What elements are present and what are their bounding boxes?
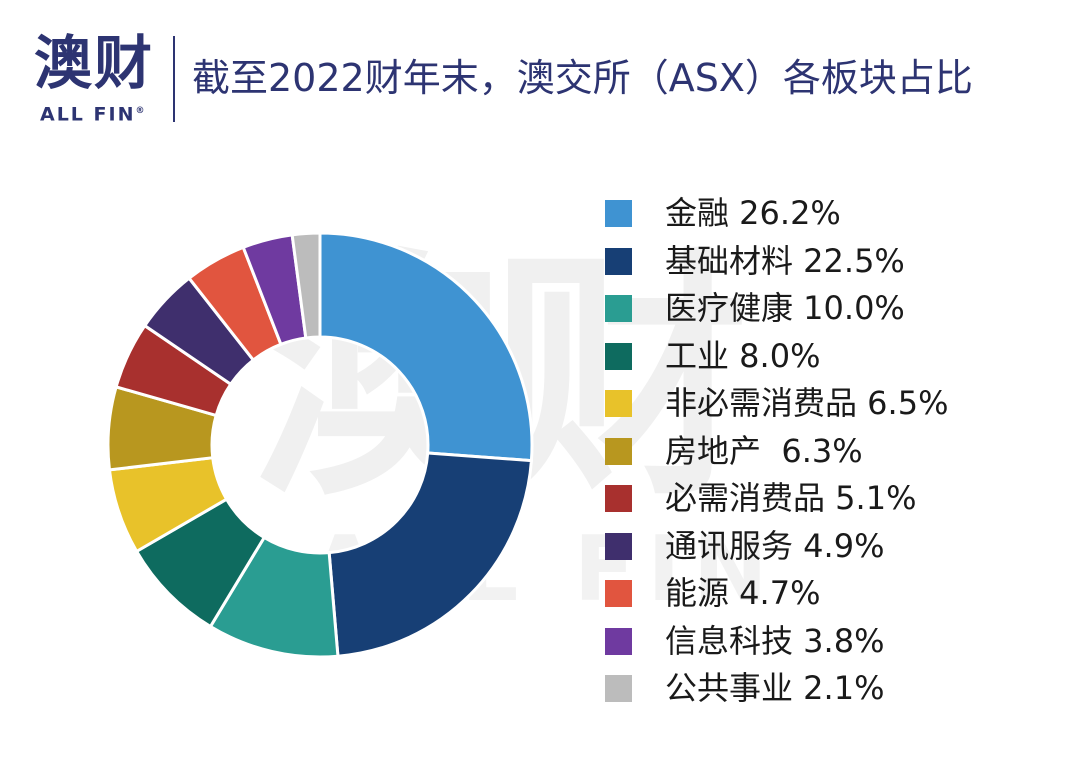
legend-label-7: 通讯服务 4.9% xyxy=(665,526,885,565)
legend-item-4: 非必需消费品 6.5% xyxy=(605,380,1065,428)
donut-slice-10 xyxy=(290,231,322,340)
legend-label-6: 必需消费品 5.1% xyxy=(665,479,917,517)
legend-swatch-8 xyxy=(605,580,632,607)
legend-item-6: 必需消费品 5.1% xyxy=(605,475,1065,523)
chart-legend: 金融 26.2% 基础材料 22.5% 医疗健康 10.0% 工业 8.0% 非必需消费… xyxy=(605,190,1065,713)
legend-label-5: 房地产 6.3% xyxy=(665,431,863,470)
legend-item-5: 房地产 6.3% xyxy=(605,428,1065,476)
legend-item-9: 信息科技 3.8% xyxy=(605,618,1065,666)
legend-swatch-2 xyxy=(605,295,632,322)
donut-chart xyxy=(106,231,534,659)
legend-swatch-10 xyxy=(605,675,632,702)
legend-label-0: 金融 26.2% xyxy=(665,194,841,232)
chart-title: 截至2022财年末，澳交所（ASX）各板块占比 xyxy=(192,56,973,100)
logo-text-cn: 澳财 xyxy=(34,29,155,97)
legend-label-9: 信息科技 3.8% xyxy=(665,621,885,660)
legend-item-3: 工业 8.0% xyxy=(605,333,1065,381)
legend-swatch-9 xyxy=(605,627,632,655)
legend-label-2: 医疗健康 10.0% xyxy=(665,289,905,327)
legend-label-1: 基础材料 22.5% xyxy=(665,241,905,280)
registered-mark: ® xyxy=(135,106,147,116)
legend-swatch-3 xyxy=(605,342,632,370)
donut-slice-0 xyxy=(318,231,534,463)
legend-swatch-6 xyxy=(605,485,632,512)
legend-label-3: 工业 8.0% xyxy=(665,336,821,375)
legend-swatch-7 xyxy=(605,532,632,560)
legend-label-4: 非必需消费品 6.5% xyxy=(665,384,949,422)
legend-label-8: 能源 4.7% xyxy=(665,574,821,612)
legend-item-10: 公共事业 2.1% xyxy=(605,665,1065,713)
legend-swatch-1 xyxy=(605,247,632,275)
donut-slice-1 xyxy=(327,451,534,658)
logo-text-en: ALL FIN® xyxy=(40,100,146,125)
header-divider xyxy=(173,36,175,122)
legend-swatch-4 xyxy=(605,390,632,417)
legend-item-8: 能源 4.7% xyxy=(605,570,1065,618)
legend-item-2: 医疗健康 10.0% xyxy=(605,285,1065,333)
legend-swatch-5 xyxy=(605,437,632,465)
legend-item-7: 通讯服务 4.9% xyxy=(605,523,1065,571)
header: 澳财 ALL FIN® 截至2022财年末，澳交所（ASX）各板块占比 xyxy=(0,0,1080,140)
legend-label-10: 公共事业 2.1% xyxy=(665,669,885,707)
legend-swatch-0 xyxy=(605,200,632,227)
legend-item-1: 基础材料 22.5% xyxy=(605,238,1065,286)
logo-en-label: ALL FIN xyxy=(40,103,136,126)
legend-item-0: 金融 26.2% xyxy=(605,190,1065,238)
